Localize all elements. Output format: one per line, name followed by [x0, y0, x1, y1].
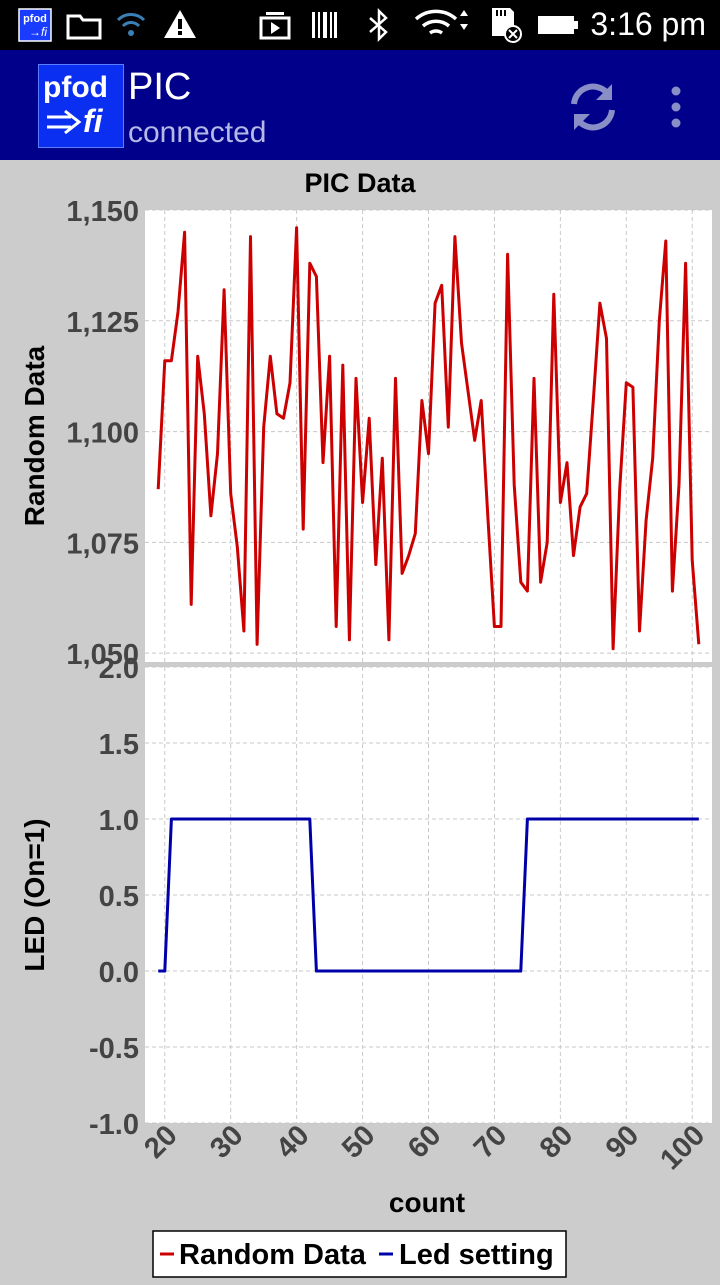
x-tick-label: 20 [138, 1119, 183, 1164]
bottom-plot: -1.0 -0.5 0.0 0.5 1.0 1.5 2.0 LED (On=1) 20 30 40 5… [19, 653, 712, 1176]
y-axis-label: LED (On=1) [19, 818, 50, 971]
x-tick-label: 40 [270, 1119, 315, 1164]
legend-box [152, 1230, 567, 1278]
chart-svg: PIC Data 1,050 1,075 1,100 1,125 1,150 Random… [19, 168, 712, 1278]
overflow-menu-icon[interactable] [656, 84, 696, 130]
chart-area: PIC Data 1,050 1,075 1,100 1,125 1,150 Random… [0, 160, 720, 1280]
pfodfi-notification-icon: pfod →fi [18, 8, 52, 42]
x-tick-label: 100 [654, 1119, 711, 1176]
y-tick-label: 0.5 [99, 881, 139, 913]
folder-icon [66, 14, 102, 40]
legend-label-random: Random Data [179, 1239, 367, 1271]
x-tick-label: 80 [534, 1119, 579, 1164]
app-bar: pfod fi PIC connected [0, 50, 720, 160]
y-axis-label: Random Data [19, 345, 50, 526]
y-tick-label: 0.0 [99, 957, 139, 989]
x-axis-label: count [389, 1187, 465, 1218]
x-tick-label: 90 [600, 1119, 645, 1164]
x-tick-label: 50 [336, 1119, 381, 1164]
bluetooth-icon [369, 8, 388, 42]
svg-text:pfod: pfod [23, 13, 47, 25]
x-tick-label: 70 [468, 1119, 513, 1164]
y-tick-label: 1,125 [66, 307, 139, 339]
sd-card-icon [492, 8, 522, 43]
wifi-signal-icon [116, 13, 146, 36]
arrow-icon [47, 109, 82, 135]
y-tick-label: 2.0 [99, 653, 139, 685]
x-tick-label: 60 [402, 1119, 447, 1164]
series-line [156, 226, 701, 651]
y-tick-label: 1,075 [66, 528, 139, 560]
app-logo-top-text: pfod [43, 71, 108, 104]
status-bar: pfod →fi [0, 0, 720, 50]
x-tick-label: 30 [204, 1119, 249, 1164]
y-tick-label: 1.5 [99, 729, 139, 761]
warning-icon [164, 10, 196, 38]
connection-status: connected [128, 116, 267, 149]
battery-icon [538, 16, 578, 34]
chart-title: PIC Data [304, 168, 416, 198]
y-tick-label: -0.5 [89, 1033, 139, 1065]
series-line [158, 817, 699, 973]
legend: Random Data Led setting [152, 1230, 567, 1278]
legend-label-led: Led setting [399, 1239, 554, 1271]
media-icon [259, 12, 291, 40]
top-plot: 1,050 1,075 1,100 1,125 1,150 Random Data [19, 196, 712, 671]
app-title: PIC [128, 66, 192, 108]
y-tick-label: 1,050 [66, 639, 139, 671]
y-tick-label: 1.0 [99, 805, 139, 837]
app-logo-bottom-text: fi [83, 103, 103, 139]
wifi-icon [414, 9, 468, 35]
refresh-icon[interactable] [564, 78, 622, 136]
barcode-icon [312, 12, 337, 38]
y-tick-label: 1,150 [66, 196, 139, 228]
status-time: 3:16 pm [590, 6, 706, 42]
svg-text:→fi: →fi [29, 25, 47, 39]
y-tick-label: -1.0 [89, 1109, 139, 1141]
y-tick-label: 1,100 [66, 418, 139, 450]
app-logo: pfod fi [38, 64, 124, 148]
